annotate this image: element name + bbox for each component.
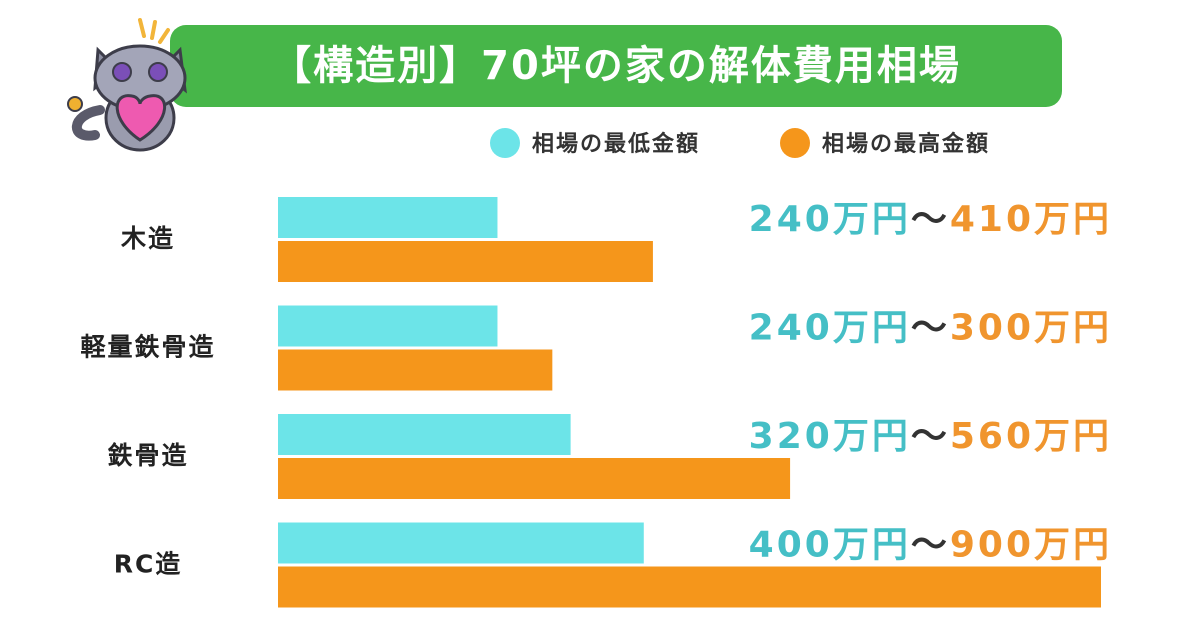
range-separator: 〜 [911,416,950,457]
legend-label: 相場の最高金額 [822,131,990,157]
category-label: 鉄骨造 [107,441,188,470]
legend-swatch [490,128,520,158]
chart-title: 【構造別】70坪の家の解体費用相場 [271,43,961,89]
bar [278,305,498,347]
bar [278,458,791,499]
category-label: RC造 [114,550,183,579]
value-label: 320万円 [749,416,911,457]
value-label: 410万円 [950,199,1112,240]
range-label: 320万円〜560万円 [749,416,1112,457]
bar [278,414,571,455]
range-label: 400万円〜900万円 [749,525,1112,566]
legend-swatch [780,128,810,158]
value-label: 900万円 [950,525,1112,566]
value-label: 240万円 [749,199,911,240]
range-label: 240万円〜410万円 [749,199,1112,240]
value-label: 560万円 [950,416,1112,457]
range-label: 240万円〜300万円 [749,308,1112,349]
range-separator: 〜 [911,308,950,349]
bar [278,241,653,282]
range-separator: 〜 [911,199,950,240]
bar [278,197,498,238]
mascot [67,18,187,152]
bar [278,522,644,564]
value-label: 300万円 [950,308,1112,349]
legend-label: 相場の最低金額 [532,131,700,157]
category-label: 木造 [120,224,175,253]
value-label: 240万円 [749,308,911,349]
title-banner [170,25,1062,107]
range-separator: 〜 [911,525,950,566]
category-label: 軽量鉄骨造 [80,333,215,362]
value-label: 400万円 [749,525,911,566]
bar [278,566,1101,608]
bar [278,349,553,391]
